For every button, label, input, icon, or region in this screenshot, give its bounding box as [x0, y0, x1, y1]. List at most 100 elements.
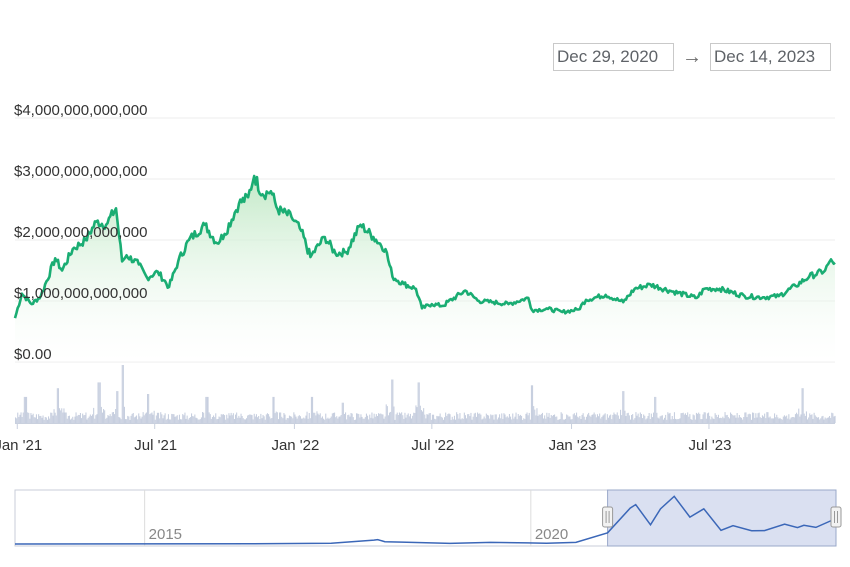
- start-date-input[interactable]: Dec 29, 2020: [553, 43, 674, 71]
- volume-bar: [42, 415, 44, 423]
- volume-bar: [675, 418, 677, 423]
- volume-bar: [293, 412, 295, 423]
- volume-bar: [356, 413, 358, 423]
- volume-bar: [687, 412, 689, 423]
- volume-bar: [605, 419, 607, 423]
- volume-bar: [57, 388, 59, 423]
- volume-bar: [615, 414, 617, 423]
- volume-bar: [394, 419, 396, 423]
- navigator-selection[interactable]: [607, 489, 837, 547]
- volume-bar: [52, 415, 54, 423]
- volume-bar: [353, 420, 355, 423]
- volume-bar: [19, 414, 21, 423]
- volume-bar: [494, 414, 496, 423]
- volume-bar: [191, 413, 193, 423]
- volume-bar: [611, 419, 613, 423]
- volume-bar: [651, 417, 653, 423]
- volume-bar: [438, 416, 440, 423]
- volume-bar: [832, 413, 834, 423]
- volume-bar: [123, 406, 125, 423]
- volume-bar: [188, 418, 190, 423]
- volume-bar: [679, 418, 681, 423]
- volume-bar: [342, 402, 344, 423]
- volume-bar: [793, 417, 795, 423]
- volume-bar: [403, 418, 405, 423]
- volume-bar: [490, 414, 492, 423]
- volume-bar: [533, 406, 535, 423]
- volume-bar: [95, 415, 97, 423]
- volume-bar: [348, 414, 350, 423]
- volume-bar: [200, 417, 202, 423]
- volume-bar: [292, 418, 294, 423]
- volume-bar: [325, 413, 327, 423]
- volume-bar: [749, 414, 751, 423]
- volume-bar: [262, 415, 264, 423]
- volume-bar: [220, 414, 222, 423]
- volume-bar: [361, 416, 363, 423]
- volume-bar: [671, 416, 673, 423]
- volume-bar: [199, 419, 201, 423]
- volume-bar: [661, 415, 663, 423]
- volume-bar: [529, 419, 531, 423]
- volume-bar: [444, 417, 446, 423]
- volume-bar: [362, 418, 364, 423]
- volume-bar: [607, 417, 609, 423]
- volume-bar: [761, 415, 763, 423]
- volume-bar: [132, 413, 134, 423]
- volume-bar: [422, 411, 424, 423]
- navigator[interactable]: 2015 2020: [14, 489, 842, 547]
- volume-bar: [385, 404, 387, 423]
- volume-bar: [104, 410, 106, 423]
- volume-bar: [330, 416, 332, 423]
- volume-bar: [566, 414, 568, 423]
- volume-bar: [741, 417, 743, 423]
- volume-bar: [120, 419, 122, 423]
- volume-bar: [818, 417, 820, 423]
- volume-bar: [303, 417, 305, 423]
- volume-bar: [51, 412, 53, 423]
- volume-bar: [393, 406, 395, 423]
- volume-bar: [715, 414, 717, 423]
- volume-bar: [395, 414, 397, 423]
- volume-bar: [664, 417, 666, 423]
- volume-bar: [746, 417, 748, 423]
- volume-bar: [254, 416, 256, 423]
- volume-bar: [568, 416, 570, 423]
- volume-bar: [177, 419, 179, 423]
- volume-bar: [265, 414, 267, 423]
- volume-bar: [495, 414, 497, 423]
- volume-bar: [640, 414, 642, 423]
- navigator-handle-left[interactable]: [602, 506, 614, 528]
- volume-bar: [290, 416, 292, 423]
- volume-bar: [55, 415, 57, 423]
- volume-bar: [698, 412, 700, 423]
- volume-bar: [482, 418, 484, 423]
- volume-bar: [408, 416, 410, 423]
- handle-body[interactable]: [830, 506, 842, 528]
- volume-bar: [779, 417, 781, 423]
- navigator-handle-right[interactable]: [830, 506, 842, 528]
- volume-bar: [508, 414, 510, 423]
- volume-bar: [81, 418, 83, 423]
- volume-bar: [378, 413, 380, 423]
- volume-bar: [451, 416, 453, 423]
- volume-bar: [830, 417, 832, 423]
- volume-bar: [445, 412, 447, 423]
- volume-bar: [794, 414, 796, 423]
- volume-bar: [420, 410, 422, 423]
- volume-bar: [734, 415, 736, 423]
- end-date-input[interactable]: Dec 14, 2023: [710, 43, 831, 71]
- handle-body[interactable]: [602, 506, 614, 528]
- volume-bar: [475, 416, 477, 423]
- volume-bar: [625, 416, 627, 423]
- volume-bar: [609, 415, 611, 423]
- volume-bar: [205, 396, 207, 423]
- volume-bar: [198, 419, 200, 423]
- volume-bar: [700, 419, 702, 423]
- volume-bar: [578, 417, 580, 423]
- volume-bar: [583, 416, 585, 423]
- navigator-tick-label: 2020: [535, 526, 568, 543]
- volume-bar: [501, 413, 503, 423]
- volume-bar: [79, 413, 81, 423]
- volume-bar: [218, 416, 220, 423]
